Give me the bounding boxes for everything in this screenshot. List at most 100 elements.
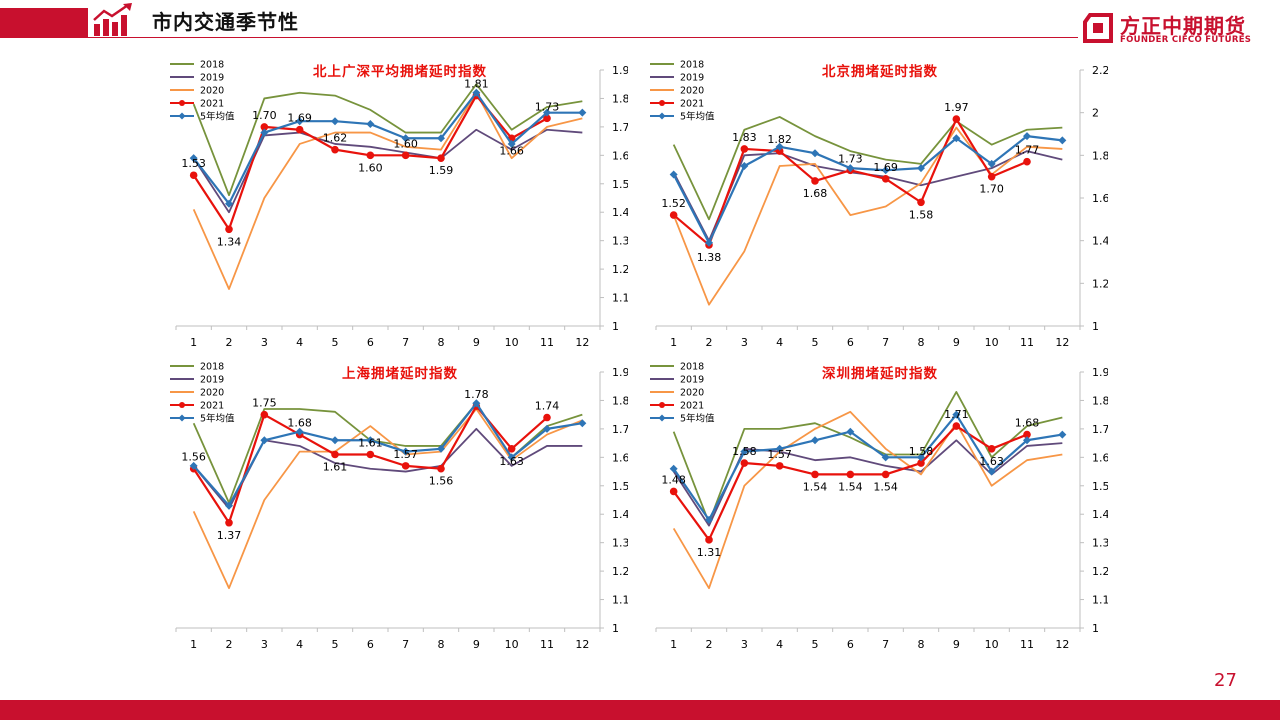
y-tick-label: 1.4 (1092, 235, 1108, 248)
y-tick-label: 1.2 (1092, 565, 1108, 578)
x-tick-label: 2 (226, 336, 233, 349)
x-tick-label: 12 (1055, 336, 1069, 349)
y-tick-label: 1.7 (612, 121, 628, 134)
data-point-5yr-avg (987, 159, 996, 168)
data-label-2021: 1.54 (873, 480, 898, 493)
chart-shanghai-congestion-svg: 1 2 3 4 5 6 7 8 9 10 11 1211.11.21.31.41.51.61.71.8… (170, 362, 628, 651)
header-divider (88, 37, 1078, 38)
data-point-2021 (507, 445, 516, 453)
legend-label: 5年均值 (200, 111, 235, 123)
x-tick-label: 1 (190, 336, 197, 349)
y-tick-label: 1.3 (612, 537, 628, 550)
data-point-2021 (811, 470, 819, 479)
x-tick-label: 11 (1020, 336, 1034, 349)
data-label-2021: 1.31 (697, 546, 722, 559)
legend-label: 2018 (680, 362, 704, 373)
legend-marker-2021 (179, 402, 185, 408)
data-point-2021 (331, 145, 339, 154)
data-point-2021 (543, 413, 551, 422)
data-point-2021 (917, 198, 925, 207)
data-label-2021: 1.61 (358, 436, 383, 449)
data-label-2021: 1.60 (393, 137, 418, 150)
top-bar: 市内交通季节性 (0, 0, 1280, 38)
chart-avg-congestion-svg: 1 2 3 4 5 6 7 8 9 10 11 1211.11.21.31.41.51.61.71.8… (170, 60, 628, 349)
legend-label: 2020 (680, 388, 704, 399)
y-tick-label: 1.3 (1092, 537, 1108, 550)
y-tick-label: 1 (1092, 320, 1099, 333)
chart-title: 北上广深平均拥堵延时指数 (313, 63, 487, 80)
chart-title: 深圳拥堵延时指数 (822, 365, 938, 382)
series-line-5年均值 (672, 135, 1063, 244)
data-point-5yr-avg (881, 453, 890, 462)
y-tick-label: 1.6 (1092, 192, 1108, 205)
data-point-5yr-avg (331, 117, 339, 126)
data-point-5yr-avg (811, 149, 819, 158)
data-point-5yr-avg (543, 108, 551, 117)
data-point-5yr-avg (437, 444, 445, 453)
data-label-2021: 1.71 (944, 408, 969, 421)
chart-title: 北京拥堵延时指数 (822, 63, 938, 80)
x-tick-label: 12 (1055, 638, 1069, 651)
y-tick-label: 1.8 (1092, 149, 1108, 162)
legend-label: 5年均值 (200, 413, 235, 425)
legend-label: 2020 (680, 86, 704, 97)
data-point-5yr-avg (578, 419, 587, 428)
x-tick-label: 9 (953, 336, 960, 349)
series-line-2020 (672, 410, 1063, 590)
data-point-2021 (846, 470, 855, 479)
logo-chinese-name: 方正中期期货 (1120, 14, 1246, 38)
legend-marker-5yr-avg (658, 112, 666, 120)
data-label-2021: 1.37 (217, 529, 242, 542)
data-label-2021: 1.63 (979, 455, 1004, 468)
data-point-2021 (189, 171, 198, 180)
y-tick-label: 1 (1092, 622, 1099, 635)
company-logo: 方正中期期货 FOUNDER CIFCO FUTURES (1082, 10, 1280, 50)
data-label-2021: 1.58 (732, 445, 757, 458)
data-point-2021 (1023, 430, 1031, 439)
data-point-2021 (952, 115, 961, 123)
x-tick-label: 3 (741, 638, 748, 651)
header-accent-block (0, 8, 88, 38)
x-tick-label: 9 (473, 336, 480, 349)
series-line-2018 (192, 83, 583, 197)
legend-label: 2018 (200, 60, 224, 71)
logo-english-name: FOUNDER CIFCO FUTURES (1120, 35, 1252, 45)
x-tick-label: 5 (812, 638, 819, 651)
y-tick-label: 1.2 (612, 565, 628, 578)
data-point-2021 (401, 462, 410, 470)
data-label-2021: 1.38 (697, 251, 722, 264)
data-point-5yr-avg (846, 427, 855, 436)
x-tick-label: 6 (367, 638, 374, 651)
legend-marker-5yr-avg (178, 112, 186, 120)
data-point-5yr-avg (1058, 136, 1067, 145)
data-point-2021 (952, 422, 961, 430)
data-point-5yr-avg (846, 164, 855, 173)
data-label-2021: 1.48 (661, 473, 686, 486)
data-label-2021: 1.56 (181, 451, 206, 464)
x-tick-label: 5 (332, 336, 339, 349)
page-title: 市内交通季节性 (152, 10, 299, 34)
data-label-2021: 1.82 (767, 133, 792, 146)
x-tick-label: 8 (918, 638, 925, 651)
legend-marker-5yr-avg (178, 414, 186, 422)
x-tick-label: 5 (332, 638, 339, 651)
chart-shanghai-congestion: 1 2 3 4 5 6 7 8 9 10 11 12 1 1.1 1.2 1.3 1.4 1.5 1.6 1.7 1.8… (168, 358, 628, 656)
data-label-2021: 1.74 (535, 400, 560, 413)
y-tick-label: 1.2 (1092, 277, 1108, 290)
x-tick-label: 2 (226, 638, 233, 651)
x-tick-label: 4 (776, 638, 783, 651)
x-tick-label: 5 (812, 336, 819, 349)
x-tick-label: 3 (261, 336, 268, 349)
legend-label: 2021 (200, 99, 224, 110)
data-label-2021: 1.62 (323, 132, 348, 145)
data-label-2021: 1.70 (252, 109, 277, 122)
data-point-5yr-avg (669, 170, 678, 179)
data-point-5yr-avg (775, 142, 784, 151)
data-label-2021: 1.54 (803, 480, 828, 493)
data-point-2021 (669, 487, 678, 496)
series-line-2021 (672, 117, 1028, 247)
y-tick-label: 1.6 (1092, 451, 1108, 464)
data-label-2021: 1.81 (464, 78, 489, 91)
data-label-2021: 1.73 (535, 100, 560, 113)
data-point-5yr-avg (705, 238, 713, 247)
